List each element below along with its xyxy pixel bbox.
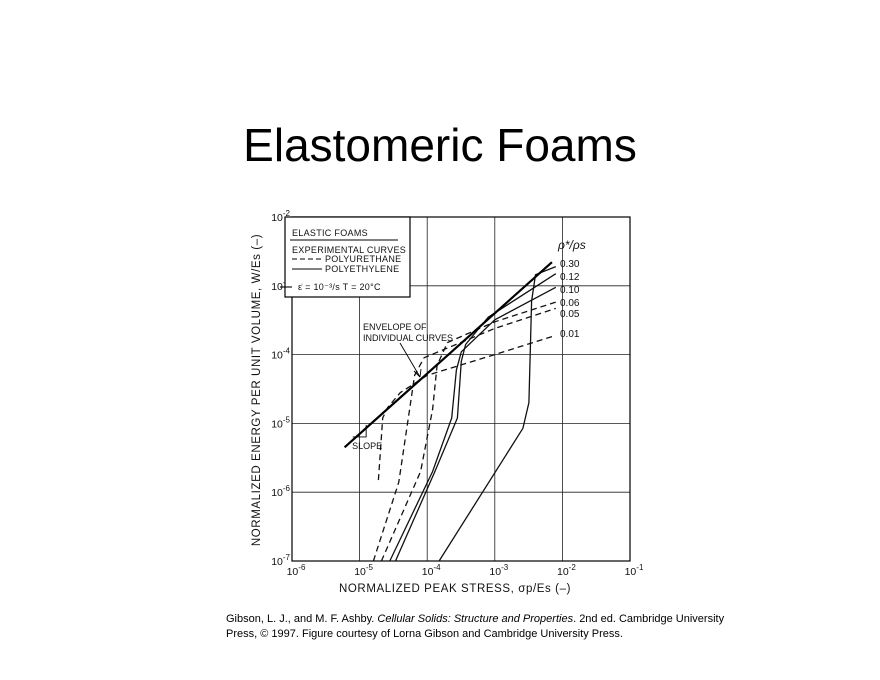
y-axis-label: NORMALIZED ENERGY PER UNIT VOLUME, W/Es …	[251, 234, 263, 546]
caption-book-title: Cellular Solids: Structure and Propertie…	[377, 613, 574, 625]
series-label: 0.12	[560, 272, 580, 283]
slope-triangle	[352, 424, 367, 438]
envelope-label: INDIVIDUAL CURVES	[363, 333, 453, 343]
series-label: 0.30	[560, 259, 580, 270]
series-label: 0.06	[560, 298, 580, 309]
legend-entry: POLYURETHANE	[325, 254, 401, 264]
x-tick-label: 10-6	[287, 563, 306, 578]
envelope-pointer	[399, 342, 421, 378]
density-ratio-header: ρ*/ρs	[557, 238, 586, 252]
x-tick-label: 10-2	[557, 563, 576, 578]
legend-box	[284, 216, 411, 298]
x-tick-label: 10-1	[625, 563, 644, 578]
series-label: 0.10	[560, 285, 580, 296]
citation-caption: Gibson, L. J., and M. F. Ashby. Cellular…	[226, 612, 746, 642]
legend-entry: POLYETHYLENE	[325, 264, 399, 274]
series-curve-0.12	[394, 273, 557, 562]
envelope-line	[343, 261, 553, 449]
y-tick-label: 10-6	[271, 484, 290, 499]
series-curves: 0.30 0.12 0.10 0.060.05 0.01 ρ*/ρs	[372, 238, 586, 562]
series-label: 0.05	[560, 309, 580, 320]
series-curve-0.05	[372, 307, 557, 562]
slope-label: SLOPE	[352, 441, 382, 451]
series-label: 0.01	[560, 329, 580, 340]
envelope-label: ENVELOPE OF	[363, 322, 427, 332]
x-tick-label: 10-4	[422, 563, 441, 578]
y-tick-label: 10-4	[271, 347, 290, 362]
x-tick-label: 10-3	[489, 563, 508, 578]
legend-subtitle: EXPERIMENTAL CURVES	[292, 245, 406, 255]
legend-title: ELASTIC FOAMS	[292, 228, 368, 238]
slide-title: Elastomeric Foams	[243, 119, 637, 171]
energy-absorption-chart: 10-6 10-5 10-4 10-3 10-2 10-110-710-610-510-4…	[251, 209, 644, 595]
legend-conditions: ε̇ = 10⁻³/s T = 20°C	[298, 282, 381, 292]
legend: ELASTIC FOAMS EXPERIMENTAL CURVESPOLYURET…	[280, 216, 411, 298]
caption-text: Gibson, L. J., and M. F. Ashby.	[226, 613, 378, 625]
series-curve-0.10	[389, 286, 557, 562]
y-tick-label: 10-7	[271, 553, 290, 568]
envelope-pointer-arrowhead	[413, 368, 422, 378]
plot-frame	[291, 216, 631, 562]
tick-labels: 10-6 10-5 10-4 10-3 10-2 10-110-710-610-510-4…	[271, 209, 644, 578]
series-curve-0.01	[377, 334, 556, 481]
y-tick-label: 10-2	[271, 209, 290, 224]
x-tick-label: 10-5	[354, 563, 373, 578]
caption-text-2: . 2nd ed. Cambridge University Press, © …	[226, 613, 725, 640]
x-axis-label: NORMALIZED PEAK STRESS, σp/Es (–)	[339, 583, 571, 595]
y-tick-label: 10-5	[271, 415, 290, 430]
